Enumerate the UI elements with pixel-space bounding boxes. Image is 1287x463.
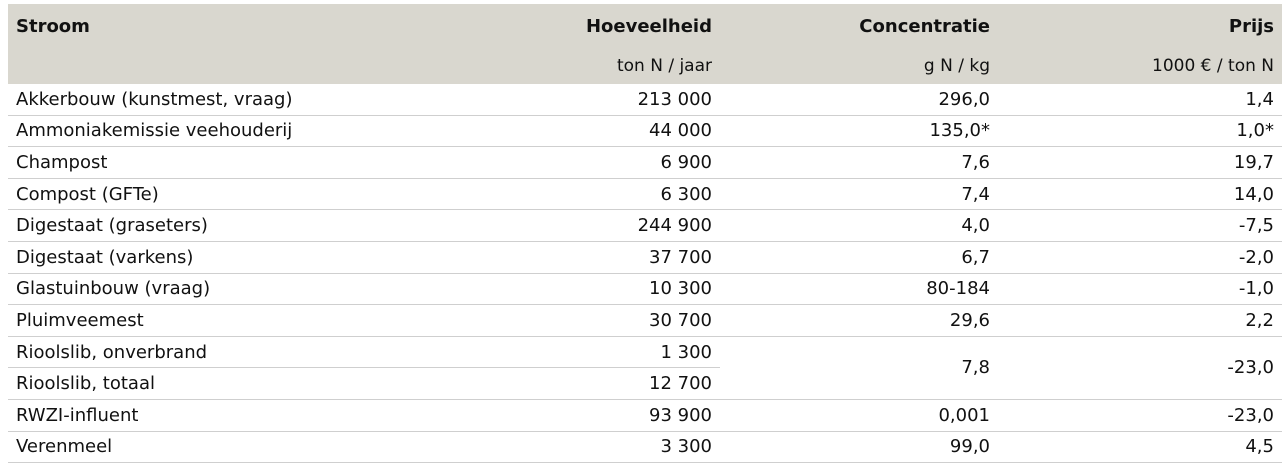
cell-stroom: RWZI-influent xyxy=(8,399,468,432)
table-row: Glastuinbouw (vraag) 10 300 80-184 -1,0 xyxy=(8,273,1282,306)
cell-concentratie: 99,0 xyxy=(720,431,998,463)
table-row: Compost (GFTe) 6 300 7,4 14,0 xyxy=(8,178,1282,211)
cell-prijs: -23,0 xyxy=(998,399,1282,432)
cell-hoeveelheid: 6 900 xyxy=(468,146,720,179)
cell-prijs-merged: -23,0 xyxy=(998,336,1282,400)
data-table: Stroom Hoeveelheid Concentratie Prijs to… xyxy=(8,4,1282,463)
header-stroom: Stroom xyxy=(8,4,468,48)
cell-hoeveelheid: 37 700 xyxy=(468,241,720,274)
table-row: Digestaat (varkens) 37 700 6,7 -2,0 xyxy=(8,241,1282,274)
unit-hoeveelheid: ton N / jaar xyxy=(468,48,720,84)
cell-concentratie: 6,7 xyxy=(720,241,998,274)
cell-stroom: Champost xyxy=(8,146,468,179)
cell-stroom: Pluimveemest xyxy=(8,304,468,337)
cell-prijs: 2,2 xyxy=(998,304,1282,337)
cell-hoeveelheid: 244 900 xyxy=(468,209,720,242)
unit-concentratie: g N / kg xyxy=(720,48,998,84)
cell-concentratie: 29,6 xyxy=(720,304,998,337)
cell-hoeveelheid: 3 300 xyxy=(468,431,720,463)
unit-prijs: 1000 € / ton N xyxy=(998,48,1282,84)
cell-stroom: Ammoniakemissie veehouderij xyxy=(8,115,468,148)
table-row: Digestaat (graseters) 244 900 4,0 -7,5 xyxy=(8,209,1282,242)
cell-prijs: 4,5 xyxy=(998,431,1282,463)
header-prijs: Prijs xyxy=(998,4,1282,48)
table-row: Ammoniakemissie veehouderij 44 000 135,0… xyxy=(8,115,1282,148)
cell-prijs: -7,5 xyxy=(998,209,1282,242)
table-row: Akkerbouw (kunstmest, vraag) 213 000 296… xyxy=(8,84,1282,116)
header-hoeveelheid: Hoeveelheid xyxy=(468,4,720,48)
cell-concentratie: 7,6 xyxy=(720,146,998,179)
table-row: Pluimveemest 30 700 29,6 2,2 xyxy=(8,304,1282,337)
cell-concentratie: 0,001 xyxy=(720,399,998,432)
cell-prijs: 1,4 xyxy=(998,84,1282,116)
cell-concentratie: 80-184 xyxy=(720,273,998,306)
cell-prijs: -1,0 xyxy=(998,273,1282,306)
cell-hoeveelheid: 93 900 xyxy=(468,399,720,432)
cell-stroom: Rioolslib, totaal xyxy=(8,367,468,400)
cell-prijs: -2,0 xyxy=(998,241,1282,274)
cell-hoeveelheid: 213 000 xyxy=(468,84,720,116)
table-header: Stroom Hoeveelheid Concentratie Prijs to… xyxy=(8,4,1282,84)
cell-concentratie: 135,0* xyxy=(720,115,998,148)
cell-stroom: Glastuinbouw (vraag) xyxy=(8,273,468,306)
cell-prijs: 1,0* xyxy=(998,115,1282,148)
cell-hoeveelheid: 6 300 xyxy=(468,178,720,211)
cell-stroom: Rioolslib, onverbrand xyxy=(8,336,468,369)
cell-stroom: Verenmeel xyxy=(8,431,468,463)
header-concentratie: Concentratie xyxy=(720,4,998,48)
cell-concentratie: 296,0 xyxy=(720,84,998,116)
unit-stroom xyxy=(8,48,468,84)
cell-stroom: Akkerbouw (kunstmest, vraag) xyxy=(8,84,468,116)
table-row: RWZI-influent 93 900 0,001 -23,0 xyxy=(8,399,1282,432)
table-row: Verenmeel 3 300 99,0 4,5 xyxy=(8,431,1282,463)
cell-hoeveelheid: 30 700 xyxy=(468,304,720,337)
table-row: Rioolslib, totaal 12 700 xyxy=(8,367,1282,400)
table-row: Champost 6 900 7,6 19,7 xyxy=(8,146,1282,179)
units-row: ton N / jaar g N / kg 1000 € / ton N xyxy=(8,48,1282,84)
table-row: Rioolslib, onverbrand 1 300 7,8 -23,0 xyxy=(8,336,1282,400)
cell-prijs: 19,7 xyxy=(998,146,1282,179)
cell-stroom: Digestaat (graseters) xyxy=(8,209,468,242)
cell-stroom: Digestaat (varkens) xyxy=(8,241,468,274)
cell-concentratie: 7,4 xyxy=(720,178,998,211)
cell-hoeveelheid: 10 300 xyxy=(468,273,720,306)
header-row: Stroom Hoeveelheid Concentratie Prijs xyxy=(8,4,1282,48)
cell-hoeveelheid: 1 300 xyxy=(468,336,720,369)
cell-stroom: Compost (GFTe) xyxy=(8,178,468,211)
table-body: Akkerbouw (kunstmest, vraag) 213 000 296… xyxy=(8,84,1282,463)
cell-concentratie: 4,0 xyxy=(720,209,998,242)
cell-prijs: 14,0 xyxy=(998,178,1282,211)
cell-hoeveelheid: 44 000 xyxy=(468,115,720,148)
cell-hoeveelheid: 12 700 xyxy=(468,367,720,400)
cell-concentratie-merged: 7,8 xyxy=(720,336,998,400)
